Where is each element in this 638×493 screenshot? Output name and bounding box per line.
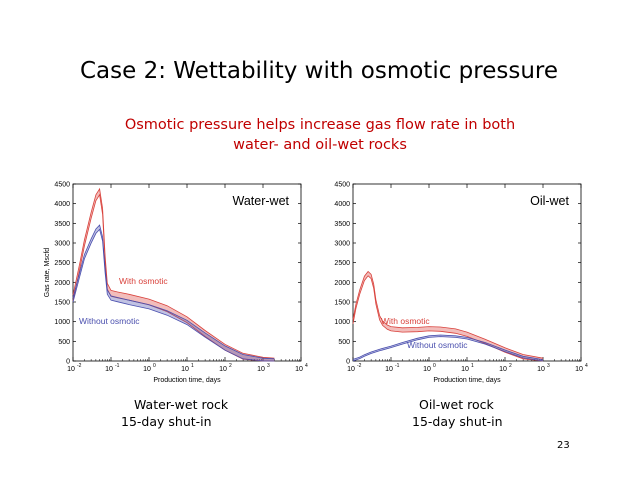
annotation-with-osmotic: With osmotic — [381, 316, 430, 326]
slide-title: Case 2: Wettability with osmotic pressur… — [79, 58, 559, 84]
left-caption-line-1: Water-wet rock — [134, 397, 229, 412]
y-tick-label: 1500 — [54, 300, 70, 307]
x-tick-label: 10 — [537, 366, 545, 373]
x-tick-label: 10 — [143, 366, 151, 373]
series-line-without-osmotic-lower — [352, 336, 544, 362]
x-tick-exponent: 1 — [191, 363, 194, 369]
plot-frame — [352, 183, 582, 362]
x-tick-exponent: -2 — [357, 363, 362, 369]
y-tick-label: 2000 — [334, 280, 350, 287]
x-tick-label: 10 — [105, 366, 113, 373]
y-tick-label: 3500 — [54, 221, 70, 228]
x-axis-label: Production time, days — [153, 377, 221, 384]
x-tick-label: 10 — [67, 366, 75, 373]
x-tick-exponent: 4 — [585, 363, 588, 369]
series-line-without-osmotic-upper — [72, 224, 275, 360]
y-tick-label: 1500 — [334, 300, 350, 307]
x-tick-label: 10 — [295, 366, 303, 373]
y-tick-label: 3000 — [334, 241, 350, 248]
y-tick-label: 3500 — [334, 221, 350, 228]
x-tick-exponent: 0 — [433, 363, 436, 369]
y-tick-label: 3000 — [54, 241, 70, 248]
page-number: 23 — [557, 440, 570, 451]
annotation-without-osmotic: Without osmotic — [79, 316, 140, 326]
x-tick-label: 10 — [423, 366, 431, 373]
x-tick-exponent: -2 — [77, 363, 82, 369]
annotation-without-osmotic: Without osmotic — [407, 340, 468, 350]
annotation-with-osmotic: With osmotic — [119, 276, 168, 286]
y-tick-label: 2500 — [54, 260, 70, 267]
y-tick-label: 1000 — [334, 319, 350, 326]
x-tick-exponent: 2 — [229, 363, 232, 369]
x-axis-label: Production time, days — [433, 377, 501, 384]
y-tick-label: 2500 — [334, 260, 350, 267]
y-tick-label: 1000 — [54, 319, 70, 326]
panel-title: Water-wet — [233, 194, 290, 208]
series-line-with-osmotic-upper — [72, 187, 275, 359]
x-tick-exponent: 1 — [471, 363, 474, 369]
panel-title: Oil-wet — [530, 194, 569, 208]
x-tick-label: 10 — [181, 366, 189, 373]
series-line-without-osmotic-lower — [72, 228, 275, 362]
y-tick-label: 4500 — [54, 182, 70, 189]
y-tick-label: 4000 — [54, 201, 70, 208]
series-line-without-osmotic-upper — [352, 334, 544, 360]
y-tick-label: 4500 — [334, 182, 350, 189]
x-tick-label: 10 — [575, 366, 583, 373]
right-caption-line-2: 15-day shut-in — [412, 414, 503, 429]
left-caption-line-2: 15-day shut-in — [121, 414, 212, 429]
x-tick-exponent: 3 — [267, 363, 270, 369]
x-tick-label: 10 — [347, 366, 355, 373]
y-tick-label: 0 — [346, 359, 350, 366]
x-tick-label: 10 — [257, 366, 265, 373]
x-tick-exponent: 0 — [153, 363, 156, 369]
y-tick-label: 2000 — [54, 280, 70, 287]
plot-frame — [72, 183, 302, 362]
slide-subtitle: Osmotic pressure helps increase gas flow… — [100, 115, 540, 155]
x-tick-exponent: 4 — [305, 363, 308, 369]
y-tick-label: 500 — [58, 339, 70, 346]
x-tick-label: 10 — [499, 366, 507, 373]
series-line-with-osmotic-upper — [352, 270, 544, 359]
x-tick-label: 10 — [219, 366, 227, 373]
x-tick-exponent: -1 — [115, 363, 120, 369]
right-caption-line-1: Oil-wet rock — [419, 397, 494, 412]
subtitle-line-2: water- and oil-wet rocks — [233, 137, 407, 153]
y-tick-label: 500 — [338, 339, 350, 346]
left-caption: Water-wet rock 15-day shut-in — [121, 396, 229, 430]
y-tick-label: 0 — [66, 359, 70, 366]
y-tick-label: 4000 — [334, 201, 350, 208]
right-caption: Oil-wet rock 15-day shut-in — [412, 396, 503, 430]
subtitle-line-1: Osmotic pressure helps increase gas flow… — [124, 117, 516, 133]
x-tick-exponent: 3 — [547, 363, 550, 369]
x-tick-exponent: -1 — [395, 363, 400, 369]
y-axis-label: Gas rate, Mscfd — [44, 248, 51, 298]
x-tick-label: 10 — [385, 366, 393, 373]
x-tick-label: 10 — [461, 366, 469, 373]
x-tick-exponent: 2 — [509, 363, 512, 369]
